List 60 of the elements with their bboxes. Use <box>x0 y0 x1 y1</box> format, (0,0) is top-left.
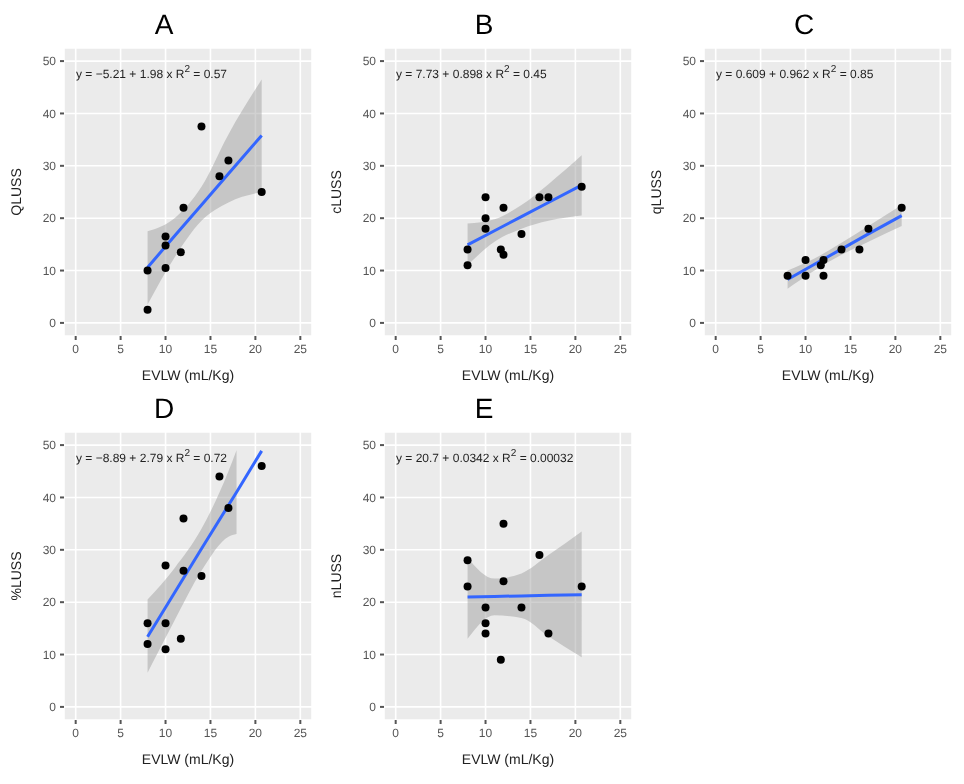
point <box>481 629 490 638</box>
chart-title: D <box>151 392 177 424</box>
point <box>161 232 170 241</box>
point <box>481 224 490 233</box>
point <box>463 245 472 254</box>
point <box>499 250 508 259</box>
point <box>517 229 526 238</box>
point <box>801 271 810 280</box>
point <box>897 203 906 212</box>
point <box>257 462 266 471</box>
point <box>499 519 508 528</box>
point <box>161 561 170 570</box>
point <box>855 245 864 254</box>
point <box>481 603 490 612</box>
point <box>783 271 792 280</box>
point <box>161 619 170 628</box>
point <box>481 193 490 202</box>
point <box>224 156 233 165</box>
point <box>819 271 828 280</box>
point <box>197 572 206 580</box>
point <box>161 645 170 654</box>
point <box>837 245 846 254</box>
point <box>463 556 472 565</box>
point <box>143 305 152 314</box>
point <box>819 256 828 265</box>
point <box>517 603 526 612</box>
point <box>176 634 185 643</box>
point <box>215 472 224 481</box>
point <box>577 582 586 591</box>
point <box>481 619 490 628</box>
point <box>179 566 188 575</box>
point <box>215 172 224 181</box>
point <box>179 203 188 212</box>
point <box>801 256 810 265</box>
point <box>179 514 188 523</box>
point <box>143 619 152 628</box>
point <box>257 188 266 196</box>
point <box>463 582 472 591</box>
point <box>577 182 586 191</box>
point <box>463 261 472 270</box>
chart-title: E <box>472 392 496 424</box>
point <box>499 203 508 212</box>
point <box>496 655 505 664</box>
point <box>535 551 544 560</box>
point <box>544 193 553 202</box>
chart-title: C <box>791 8 817 40</box>
point <box>143 640 152 649</box>
point <box>143 266 152 275</box>
point <box>535 193 544 202</box>
chart-title: B <box>472 8 496 40</box>
chart-title: A <box>152 8 176 40</box>
point <box>197 122 206 131</box>
point <box>161 241 170 250</box>
point <box>544 629 553 638</box>
point <box>864 224 873 233</box>
point <box>499 577 508 586</box>
point <box>481 214 490 223</box>
point <box>224 503 233 512</box>
point <box>161 263 170 272</box>
point <box>176 248 185 257</box>
